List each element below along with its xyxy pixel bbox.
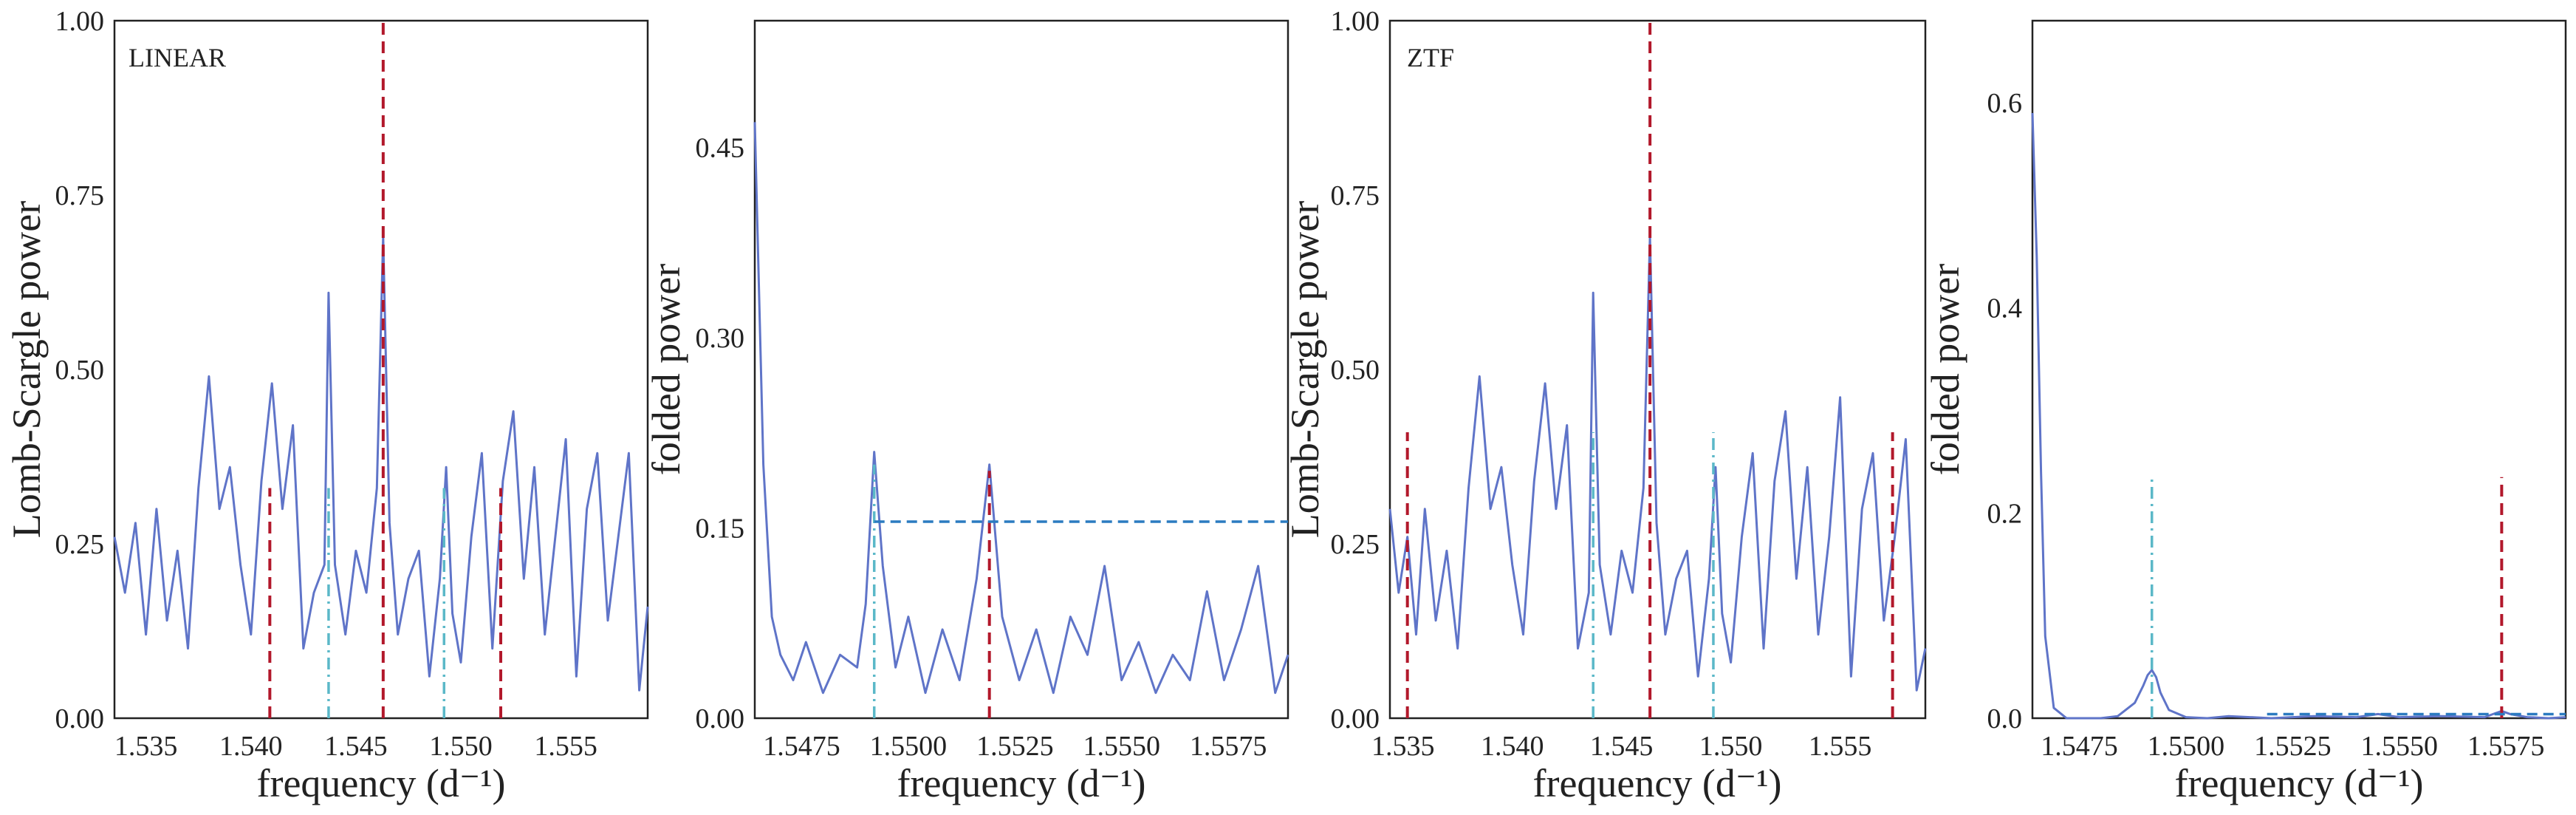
y-tick-label: 0.45 — [696, 133, 745, 164]
x-tick-label: 1.5525 — [976, 731, 1054, 762]
y-tick-label: 0.0 — [1987, 703, 2023, 734]
series-line — [1388, 236, 1927, 692]
y-tick-label: 0.75 — [1331, 180, 1380, 211]
series-line — [2031, 112, 2566, 720]
panel-marks — [2031, 112, 2566, 720]
y-tick-label: 0.2 — [1987, 498, 2023, 529]
x-axis-label: frequency (d⁻¹) — [897, 761, 1145, 805]
x-tick-label: 1.540 — [219, 731, 283, 762]
y-tick-label: 0.4 — [1987, 293, 2023, 324]
panel-marks — [1388, 21, 1927, 718]
panel-marks — [753, 122, 1289, 718]
panel-ztf-folded: 1.5475 1.5500 1.5525 1.5550 1.5575 0.0 0.2 0.4 0… — [1923, 19, 2567, 805]
x-tick-label: 1.5575 — [2467, 731, 2545, 762]
y-tick-label: 0.00 — [1331, 703, 1380, 734]
y-tick-label: 0.6 — [1987, 88, 2023, 119]
y-tick-label: 0.15 — [696, 514, 745, 545]
panel-frame — [753, 19, 1289, 720]
panel-linear-folded: 1.5475 1.5500 1.5525 1.5550 1.5575 0.00 0.15 0.… — [644, 19, 1289, 805]
panel-linear: 1.535 1.540 1.545 1.550 1.555 0.00 0.25 0.50 0.7… — [4, 6, 649, 805]
y-tick-label: 0.50 — [1331, 355, 1380, 386]
y-tick-label: 1.00 — [1331, 6, 1380, 37]
x-tick-label: 1.5475 — [2041, 731, 2118, 762]
x-tick-label: 1.5525 — [2254, 731, 2332, 762]
panel-ticks: 1.535 1.540 1.545 1.550 1.555 0.00 0.25 0.50 0.7… — [55, 6, 597, 762]
y-axis-label: folded power — [644, 264, 688, 475]
y-axis-label: Lomb-Scargle power — [4, 201, 49, 538]
y-tick-label: 1.00 — [55, 6, 105, 37]
y-tick-label: 0.00 — [55, 703, 105, 734]
x-tick-label: 1.535 — [1371, 731, 1435, 762]
x-tick-label: 1.5550 — [1083, 731, 1160, 762]
y-axis-label: Lomb-Scargle power — [1283, 201, 1327, 538]
x-tick-label: 1.545 — [324, 731, 388, 762]
panel-label: ZTF — [1407, 43, 1454, 72]
x-axis-label: frequency (d⁻¹) — [2174, 761, 2423, 805]
x-tick-label: 1.550 — [1699, 731, 1763, 762]
x-tick-label: 1.5475 — [763, 731, 840, 762]
x-tick-label: 1.545 — [1590, 731, 1654, 762]
y-axis-label: folded power — [1923, 264, 1967, 475]
panel-frame — [2031, 19, 2567, 720]
panel-frame — [113, 19, 649, 720]
panel-ticks: 1.5475 1.5500 1.5525 1.5550 1.5575 0.00 0.15 0.… — [696, 133, 1267, 762]
x-tick-label: 1.5550 — [2360, 731, 2438, 762]
panel-marks — [113, 21, 649, 718]
x-axis-label: frequency (d⁻¹) — [1532, 761, 1781, 805]
y-tick-label: 0.50 — [55, 355, 105, 386]
y-tick-label: 0.25 — [55, 529, 105, 560]
y-tick-label: 0.25 — [1331, 529, 1380, 560]
x-tick-label: 1.550 — [429, 731, 493, 762]
x-tick-label: 1.5500 — [2148, 731, 2225, 762]
series-line — [113, 236, 649, 692]
x-axis-label: frequency (d⁻¹) — [256, 761, 505, 805]
panel-label: LINEAR — [129, 43, 226, 72]
y-tick-label: 0.30 — [696, 323, 745, 354]
x-tick-label: 1.5575 — [1190, 731, 1267, 762]
panel-ztf: 1.535 1.540 1.545 1.550 1.555 0.00 0.25 0.50 0.7… — [1283, 6, 1927, 805]
panel-ticks: 1.535 1.540 1.545 1.550 1.555 0.00 0.25 0.50 0.7… — [1331, 6, 1872, 762]
x-tick-label: 1.535 — [114, 731, 178, 762]
panel-frame — [1388, 19, 1927, 720]
y-tick-label: 0.75 — [55, 180, 105, 211]
series-line — [753, 122, 1289, 695]
x-tick-label: 1.540 — [1481, 731, 1544, 762]
panel-ticks: 1.5475 1.5500 1.5525 1.5550 1.5575 0.0 0.2 0.4 0… — [1987, 88, 2545, 762]
x-tick-label: 1.555 — [1809, 731, 1872, 762]
x-tick-label: 1.5500 — [870, 731, 948, 762]
x-tick-label: 1.555 — [534, 731, 597, 762]
y-tick-label: 0.00 — [696, 703, 745, 734]
